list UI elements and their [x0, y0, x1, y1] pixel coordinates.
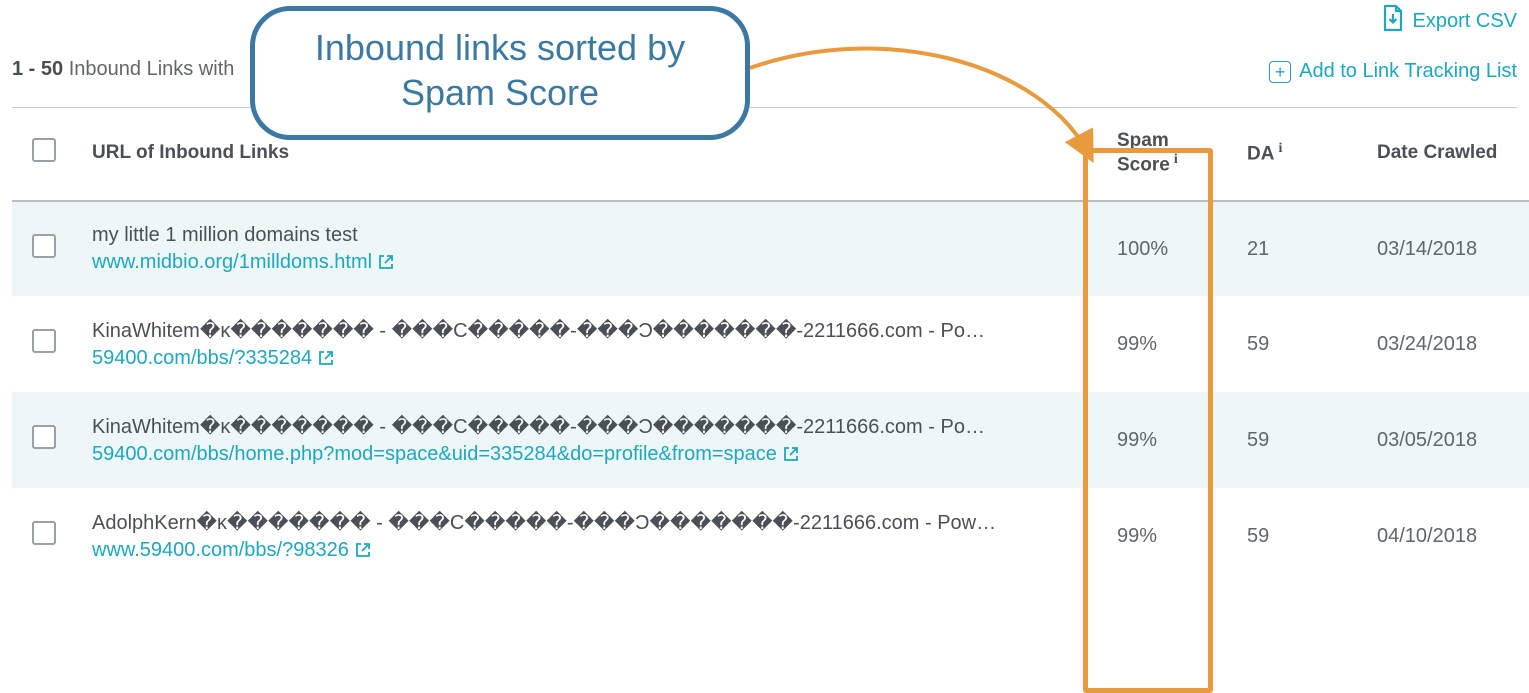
table-row: AdolphKern�κ������� - ���C�����-���Ͻ����…	[12, 488, 1529, 584]
link-title: AdolphKern�κ������� - ���C�����-���Ͻ����…	[92, 510, 1097, 535]
da-cell: 21	[1237, 201, 1367, 296]
da-cell: 59	[1237, 488, 1367, 584]
header-spam-label: Spam Score	[1117, 130, 1170, 175]
link-url-text: 59400.com/bbs/home.php?mod=space&uid=335…	[92, 443, 777, 465]
callout-text: Inbound links sorted by Spam Score	[315, 27, 685, 113]
export-csv-label: Export CSV	[1413, 10, 1517, 33]
link-url[interactable]: www.59400.com/bbs/?98326	[92, 539, 1097, 562]
link-title: KinaWhitem�κ������� - ���C�����-���Ͻ����…	[92, 414, 1097, 439]
row-checkbox[interactable]	[32, 234, 56, 258]
header-da[interactable]: DA i	[1237, 108, 1367, 201]
spam-score-cell: 99%	[1107, 488, 1237, 584]
download-icon	[1381, 4, 1405, 38]
select-all-checkbox[interactable]	[32, 138, 56, 162]
date-crawled-cell: 03/24/2018	[1367, 296, 1529, 392]
header-date-crawled[interactable]: Date Crawled	[1367, 108, 1529, 201]
range-numbers: 1 - 50	[12, 58, 63, 80]
external-link-icon	[355, 542, 371, 558]
header-date-label: Date Crawled	[1377, 142, 1497, 163]
header-da-label: DA	[1247, 143, 1274, 164]
da-cell: 59	[1237, 296, 1367, 392]
range-suffix: Inbound Links with	[63, 58, 234, 80]
info-icon: i	[1174, 152, 1178, 167]
table-row: KinaWhitem�κ������� - ���C�����-���Ͻ����…	[12, 392, 1529, 488]
header-spam-score[interactable]: Spam Score i	[1107, 108, 1237, 201]
info-icon: i	[1278, 141, 1282, 156]
plus-icon: +	[1269, 61, 1291, 83]
add-tracking-label: Add to Link Tracking List	[1299, 60, 1517, 83]
date-crawled-cell: 04/10/2018	[1367, 488, 1529, 584]
row-checkbox[interactable]	[32, 521, 56, 545]
link-title: my little 1 million domains test	[92, 224, 1097, 247]
link-url[interactable]: 59400.com/bbs/home.php?mod=space&uid=335…	[92, 443, 1097, 466]
external-link-icon	[318, 350, 334, 366]
add-tracking-button[interactable]: + Add to Link Tracking List	[1269, 60, 1517, 83]
inbound-links-table: URL of Inbound Links Spam Score i DA i Dat…	[12, 108, 1529, 584]
date-crawled-cell: 03/14/2018	[1367, 201, 1529, 296]
annotation-callout: Inbound links sorted by Spam Score	[250, 6, 750, 140]
link-url-text: www.59400.com/bbs/?98326	[92, 539, 349, 561]
link-title: KinaWhitem�κ������� - ���C�����-���Ͻ����…	[92, 318, 1097, 343]
spam-score-cell: 99%	[1107, 296, 1237, 392]
export-csv-button[interactable]: Export CSV	[1381, 4, 1517, 38]
table-header-row: URL of Inbound Links Spam Score i DA i Dat…	[12, 108, 1529, 201]
link-url[interactable]: www.midbio.org/1milldoms.html	[92, 251, 1097, 274]
spam-score-cell: 99%	[1107, 392, 1237, 488]
link-url-text: www.midbio.org/1milldoms.html	[92, 251, 372, 273]
link-url-text: 59400.com/bbs/?335284	[92, 347, 312, 369]
spam-score-cell: 100%	[1107, 201, 1237, 296]
date-crawled-cell: 03/05/2018	[1367, 392, 1529, 488]
table-row: KinaWhitem�κ������� - ���C�����-���Ͻ����…	[12, 296, 1529, 392]
row-checkbox[interactable]	[32, 425, 56, 449]
da-cell: 59	[1237, 392, 1367, 488]
external-link-icon	[783, 446, 799, 462]
table-row: my little 1 million domains test www.midb…	[12, 201, 1529, 296]
external-link-icon	[378, 254, 394, 270]
link-url[interactable]: 59400.com/bbs/?335284	[92, 347, 1097, 370]
page-container: Export CSV + Add to Link Tracking List 1…	[0, 0, 1529, 614]
header-checkbox-cell	[12, 108, 82, 201]
header-url-label: URL of Inbound Links	[92, 142, 289, 163]
row-checkbox[interactable]	[32, 329, 56, 353]
